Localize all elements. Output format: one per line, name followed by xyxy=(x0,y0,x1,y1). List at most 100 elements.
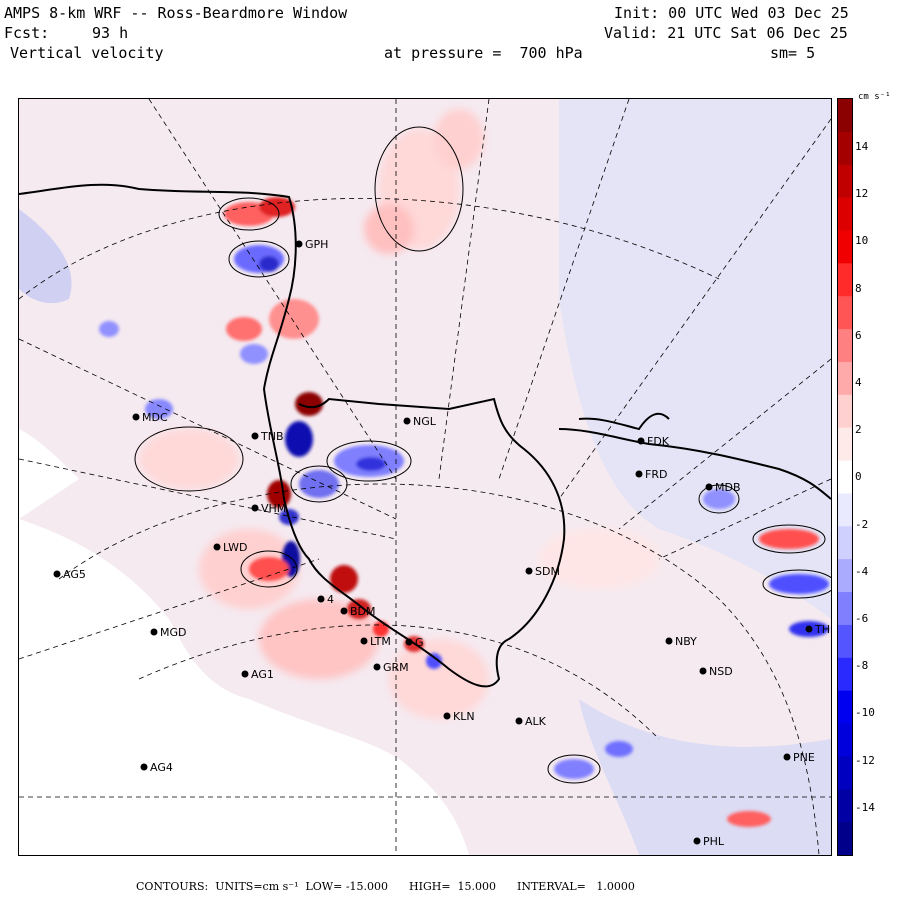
station-alk[interactable]: ALK xyxy=(515,715,547,728)
station-label: AG5 xyxy=(63,568,86,581)
station-label: TNB xyxy=(260,430,284,443)
colorbar-tick-label: -12 xyxy=(855,753,875,767)
station-label: LWD xyxy=(223,541,247,554)
station-marker xyxy=(317,595,325,603)
station-kln[interactable]: KLN xyxy=(443,710,475,723)
colorbar-swatch xyxy=(838,756,852,790)
station-label: KLN xyxy=(453,710,475,723)
station-4[interactable]: 4 xyxy=(317,593,335,606)
contour-lines xyxy=(134,126,831,784)
station-label: 4 xyxy=(327,593,334,606)
station-ngl[interactable]: NGL xyxy=(403,415,437,428)
station-marker xyxy=(360,637,368,645)
ice-shelf xyxy=(19,519,469,855)
station-marker xyxy=(705,483,713,491)
station-grm[interactable]: GRM xyxy=(373,661,409,674)
colorbar-swatch xyxy=(838,460,852,494)
colorbar-swatch xyxy=(838,99,852,133)
station-label: BDM xyxy=(350,605,376,618)
colorbar-swatch xyxy=(838,657,852,692)
station-marker xyxy=(783,753,791,761)
station-marker xyxy=(515,717,523,725)
plateau-field xyxy=(559,99,831,619)
colorbar-swatch xyxy=(838,394,852,429)
colorbar-tick-label: -14 xyxy=(855,800,875,814)
station-marker xyxy=(53,570,61,578)
station-marker xyxy=(635,470,643,478)
station-ag4[interactable]: AG4 xyxy=(140,761,173,774)
map-svg: GPH MDC NGL TNB FDK FRD MDB VHM LWD AG5 SDM 4 MGD BDM… xyxy=(19,99,831,855)
station-label: PNE xyxy=(793,751,815,764)
colorbar-tick-label: -10 xyxy=(855,706,875,720)
station-marker xyxy=(241,670,249,678)
station-label: ALK xyxy=(525,715,547,728)
pressure-level: at pressure = 700 hPa xyxy=(384,44,583,62)
station-sdm[interactable]: SDM xyxy=(525,565,560,578)
station-ltm[interactable]: LTM xyxy=(360,635,391,648)
station-g[interactable]: G xyxy=(405,636,424,649)
station-mdc[interactable]: MDC xyxy=(132,411,168,424)
station-label: TH xyxy=(814,623,830,636)
colorbar-swatch xyxy=(838,723,852,757)
station-mdb[interactable]: MDB xyxy=(705,481,741,494)
colorbar-tick-label: -2 xyxy=(855,517,869,531)
station-gph[interactable]: GPH xyxy=(295,238,329,251)
station-label: NSD xyxy=(709,665,733,678)
station-bdm[interactable]: BDM xyxy=(340,605,376,618)
station-th[interactable]: TH xyxy=(805,623,831,636)
station-tnb[interactable]: TNB xyxy=(251,430,284,443)
station-ag5[interactable]: AG5 xyxy=(53,568,86,581)
station-vhm[interactable]: VHM xyxy=(251,502,287,515)
colorbar-tick-label: -6 xyxy=(855,612,869,625)
station-label: NGL xyxy=(413,415,437,428)
station-marker xyxy=(637,437,645,445)
variable-name: Vertical velocity xyxy=(10,44,164,62)
colorbar-swatch xyxy=(838,131,852,166)
colorbar-swatch xyxy=(838,624,852,659)
station-lwd[interactable]: LWD xyxy=(213,541,248,554)
station-marker xyxy=(665,637,673,645)
station-fdk[interactable]: FDK xyxy=(637,435,670,448)
station-marker xyxy=(699,667,707,675)
station-mgd[interactable]: MGD xyxy=(150,626,187,639)
header-title: AMPS 8-km WRF -- Ross-Beardmore Window xyxy=(4,4,348,22)
colorbar-swatch xyxy=(838,329,852,363)
station-label: VHM xyxy=(261,502,286,515)
graticule xyxy=(19,99,831,855)
colorbar-unit: cm s⁻¹ xyxy=(858,92,891,102)
colorbar-swatch xyxy=(838,164,852,199)
station-marker xyxy=(340,607,348,615)
station-phl[interactable]: PHL xyxy=(693,835,725,848)
station-marker xyxy=(150,628,158,636)
colorbar-swatch xyxy=(838,592,852,626)
station-label: AG1 xyxy=(251,668,274,681)
colorbar-swatch xyxy=(838,230,852,264)
init-time: Init: 00 UTC Wed 03 Dec 25 xyxy=(614,4,849,22)
colorbar-tick-label: 12 xyxy=(855,187,869,201)
station-frd[interactable]: FRD xyxy=(635,468,668,481)
colorbar-tick-label: 4 xyxy=(855,376,862,389)
station-marker xyxy=(443,712,451,720)
station-marker xyxy=(693,837,701,845)
station-label: GRM xyxy=(383,661,409,674)
map-panel[interactable]: GPH MDC NGL TNB FDK FRD MDB VHM LWD AG5 SDM 4 MGD BDM… xyxy=(18,98,832,856)
colorbar-svg xyxy=(838,99,852,856)
station-label: LTM xyxy=(370,635,391,648)
colorbar-tick-label: -8 xyxy=(855,659,869,673)
station-label: AG4 xyxy=(150,761,173,774)
station-label: SDM xyxy=(535,565,560,578)
colorbar-tick-label: 14 xyxy=(855,140,869,153)
colorbar-tick-label: 6 xyxy=(855,328,862,342)
station-ag1[interactable]: AG1 xyxy=(241,668,274,681)
station-label: NBY xyxy=(675,635,697,648)
station-nsd[interactable]: NSD xyxy=(699,665,733,678)
forecast-label: Fcst: xyxy=(4,24,50,42)
station-layer: GPH MDC NGL TNB FDK FRD MDB VHM LWD AG5 SDM 4 MGD BDM… xyxy=(53,238,831,848)
station-nby[interactable]: NBY xyxy=(665,635,698,648)
station-pne[interactable]: PNE xyxy=(783,751,815,764)
colorbar-tick-label: -4 xyxy=(855,564,869,578)
colorbar-swatch xyxy=(838,427,852,462)
station-marker xyxy=(373,663,381,671)
colorbar-tick-label: 2 xyxy=(855,423,862,437)
station-marker xyxy=(140,763,148,771)
